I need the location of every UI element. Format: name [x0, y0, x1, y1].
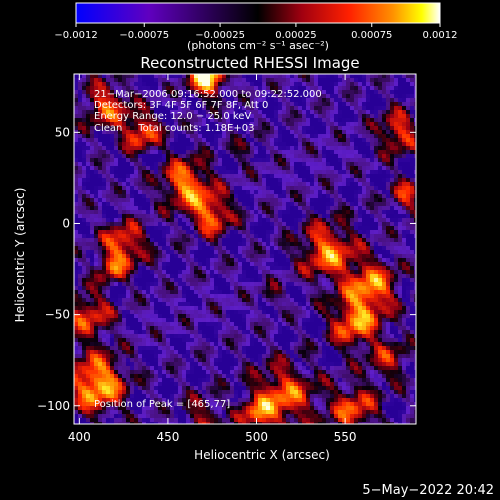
colorbar-tick-label: −0.00075: [119, 30, 169, 41]
x-tick-label: 450: [156, 430, 179, 444]
annotation-time-range: 21−Mar−2006 09:16:52.000 to 09:22:52.000: [94, 89, 322, 100]
colorbar-units-label: (photons cm⁻² s⁻¹ asec⁻²): [187, 39, 329, 52]
y-tick-label: −100: [37, 399, 70, 413]
colorbar-tick-label: −0.00025: [195, 30, 245, 41]
colorbar: [76, 3, 440, 23]
footer-timestamp: 5−May−2022 20:42: [362, 483, 494, 498]
colorbar-frame: [75, 2, 441, 24]
x-tick-label: 550: [334, 430, 357, 444]
chart-title: Reconstructed RHESSI Image: [140, 54, 359, 72]
plot-frame: [73, 73, 417, 425]
peak-position-label: Position of Peak = [465,77]: [94, 399, 230, 410]
heatmap-area: [73, 73, 417, 425]
axis-ticks: 400 450 500 550 −100 −50 0 50: [37, 74, 416, 444]
x-tick-label: 500: [245, 430, 268, 444]
colorbar-tick-label: −0.0012: [54, 30, 97, 41]
colorbar-tick-label: 0.00025: [275, 30, 316, 41]
y-axis-label: Heliocentric Y (arcsec): [13, 188, 27, 323]
colorbar-tick-label: 0.00075: [351, 30, 392, 41]
x-axis-label: Heliocentric X (arcsec): [194, 448, 330, 462]
colorbar-ticks: −0.0012 −0.00075 −0.00025 0.00025 0.00075 0.0…: [54, 23, 458, 41]
annotation-clean-counts: Clean Total counts: 1.18E+03: [94, 123, 254, 134]
y-tick-label: 50: [55, 125, 70, 139]
annotation-detectors: Detectors: 3F 4F 5F 6F 7F 8F, Att 0: [94, 100, 268, 111]
colorbar-tick-label: 0.0012: [423, 30, 458, 41]
annotation-energy-range: Energy Range: 12.0 − 25.0 keV: [94, 111, 251, 122]
y-tick-label: −50: [45, 308, 70, 322]
annotation-block: 21−Mar−2006 09:16:52.000 to 09:22:52.000…: [94, 89, 322, 134]
x-tick-label: 400: [68, 430, 91, 444]
y-tick-label: 0: [62, 216, 70, 230]
heatmap-cells: [74, 74, 416, 424]
